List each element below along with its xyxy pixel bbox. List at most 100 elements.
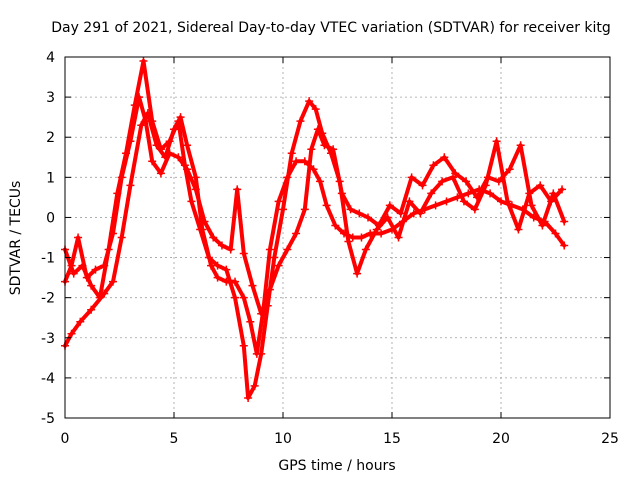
data-point xyxy=(76,317,85,326)
data-point xyxy=(91,265,100,274)
data-point xyxy=(69,269,78,278)
data-point xyxy=(274,261,283,270)
data-point xyxy=(183,141,192,150)
data-point xyxy=(191,185,200,194)
data-point xyxy=(494,177,503,186)
data-point xyxy=(196,225,205,234)
data-point xyxy=(300,205,309,214)
y-tick-label: -4 xyxy=(41,371,55,387)
data-point xyxy=(296,117,305,126)
data-point xyxy=(265,245,274,254)
data-point xyxy=(292,157,301,166)
series-line xyxy=(63,95,567,316)
x-tick-label: 10 xyxy=(274,431,292,447)
data-point xyxy=(407,173,416,182)
data-point xyxy=(283,245,292,254)
data-point xyxy=(558,185,567,194)
data-point xyxy=(108,277,117,286)
y-tick-label: 1 xyxy=(46,170,55,186)
data-point xyxy=(156,169,165,178)
x-axis-label: GPS time / hours xyxy=(278,458,395,474)
y-tick-label: 4 xyxy=(46,50,55,66)
data-point xyxy=(442,197,451,206)
data-point xyxy=(222,265,231,274)
data-point xyxy=(560,217,569,226)
data-point xyxy=(239,293,248,302)
data-point xyxy=(470,205,479,214)
data-point xyxy=(316,177,325,186)
data-point xyxy=(313,125,322,134)
data-point xyxy=(364,213,373,222)
data-point xyxy=(551,229,560,238)
data-point xyxy=(67,261,76,270)
data-point xyxy=(514,225,523,234)
series-line xyxy=(63,59,564,400)
data-point xyxy=(213,273,222,282)
data-point xyxy=(141,117,150,126)
data-point xyxy=(217,241,226,250)
data-point xyxy=(405,197,414,206)
y-axis-label: SDTVAR / TECUs xyxy=(8,181,24,296)
data-point xyxy=(231,293,240,302)
data-point xyxy=(331,221,340,230)
data-point xyxy=(292,229,301,238)
data-point xyxy=(231,277,240,286)
data-point xyxy=(246,317,255,326)
data-point xyxy=(257,309,266,318)
data-point xyxy=(257,349,266,358)
data-point xyxy=(440,153,449,162)
data-point xyxy=(108,229,117,238)
data-point xyxy=(492,137,501,146)
data-point xyxy=(82,273,91,282)
data-point xyxy=(226,245,235,254)
x-tick-label: 15 xyxy=(383,431,401,447)
data-point xyxy=(361,245,370,254)
y-tick-label: -1 xyxy=(41,251,55,267)
data-point xyxy=(385,201,394,210)
data-point xyxy=(305,97,314,106)
data-point xyxy=(148,157,157,166)
data-point xyxy=(451,169,460,178)
data-point xyxy=(337,189,346,198)
data-point xyxy=(239,249,248,258)
data-point xyxy=(117,173,126,182)
chart-title: Day 291 of 2021, Sidereal Day-to-day VTE… xyxy=(51,20,611,36)
data-point xyxy=(213,261,222,270)
data-point xyxy=(449,173,458,182)
data-point xyxy=(464,189,473,198)
data-point xyxy=(431,201,440,210)
data-point xyxy=(357,233,366,242)
data-point xyxy=(270,253,279,262)
data-point xyxy=(117,233,126,242)
plot-area xyxy=(61,57,569,402)
y-tick-label: -2 xyxy=(41,291,55,307)
y-tick-label: 3 xyxy=(46,90,55,106)
data-point xyxy=(200,217,209,226)
data-point xyxy=(87,281,96,290)
data-point xyxy=(473,193,482,202)
data-point xyxy=(418,181,427,190)
data-point xyxy=(355,209,364,218)
data-point xyxy=(126,137,135,146)
data-point xyxy=(329,145,338,154)
x-tick-label: 20 xyxy=(492,431,510,447)
series-trace-c xyxy=(61,93,569,318)
data-point xyxy=(139,57,148,66)
y-tick-label: 2 xyxy=(46,130,55,146)
data-point xyxy=(135,93,144,102)
data-point xyxy=(427,189,436,198)
data-point xyxy=(459,197,468,206)
data-point xyxy=(187,197,196,206)
data-point xyxy=(183,165,192,174)
data-point xyxy=(527,201,536,210)
data-point xyxy=(204,253,213,262)
data-point xyxy=(307,145,316,154)
data-point xyxy=(322,201,331,210)
y-tick-label: -5 xyxy=(41,411,55,427)
data-point xyxy=(239,341,248,350)
data-point xyxy=(353,269,362,278)
data-point xyxy=(191,173,200,182)
x-tick-label: 5 xyxy=(170,431,179,447)
data-point xyxy=(429,161,438,170)
